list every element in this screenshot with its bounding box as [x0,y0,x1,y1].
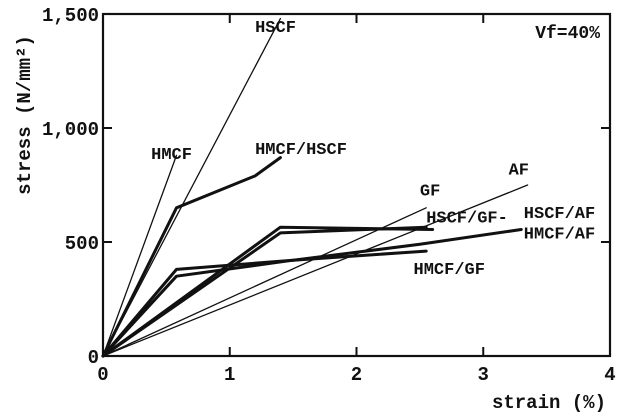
series-label-hscf-gf: HSCF/GF- [426,210,508,229]
series-label-hmcf-gf: HMCF/GF [414,261,485,280]
series-line-hscf [102,17,282,357]
series-line-gf [102,207,427,357]
y-tick-label: 0 [88,347,99,369]
series-label-hmcf-hscf: HMCF/HSCF [255,141,347,160]
series-line-hmcf-af [101,228,523,358]
series-label-af: AF [509,162,529,181]
y-axis-label: stress (N/mm²) [14,35,36,195]
y-tick-label: 500 [65,233,99,255]
series-line-hscf-af [101,225,435,358]
series-label-hscf: HSCF [255,19,296,38]
y-tick-label: 1,000 [42,119,99,141]
annotation-vf: Vf=40% [535,24,600,44]
series-line-hmcf [102,154,178,357]
y-tick-label: 1,500 [42,5,99,27]
x-tick-label: 1 [224,364,235,386]
x-tick-label: 0 [97,364,108,386]
series-line-hmcf-hscf [101,156,282,358]
series-line-af [102,184,529,357]
series-label-hmcf-af: HMCF/AF [524,226,595,245]
x-axis-label: strain (%) [492,392,606,414]
series-label-gf: GF [420,182,440,201]
series-label-hmcf: HMCF [151,146,192,165]
x-tick-label: 4 [604,364,615,386]
series-line-hmcf-gf [101,249,428,358]
x-tick-label: 3 [478,364,489,386]
series-label-hscf-af: HSCF/AF [524,205,595,224]
x-tick-label: 2 [351,364,362,386]
